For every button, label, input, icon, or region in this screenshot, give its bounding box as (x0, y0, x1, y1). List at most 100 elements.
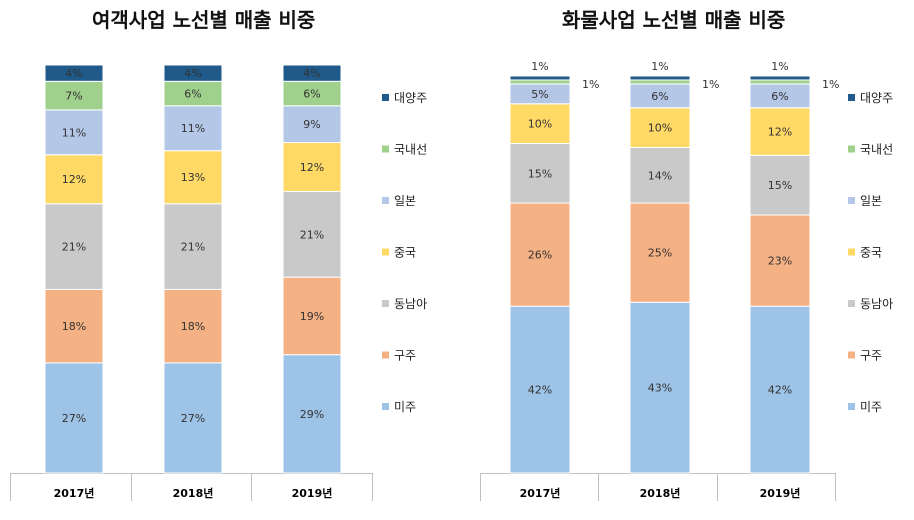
cargo-data-label: 26% (528, 249, 552, 262)
passenger-bar-segment (282, 354, 342, 474)
cargo-data-label: 12% (768, 126, 792, 139)
cargo-data-label: 25% (648, 247, 672, 260)
cargo-bar-segment (629, 79, 691, 85)
cargo-bar-segment (629, 301, 691, 474)
passenger-chart-panel: 여객사업 노선별 매출 비중 27% 18% 21% 12% 11% 7% 4% 2017년 2… (0, 0, 450, 520)
passenger-data-label: 4% (65, 67, 82, 80)
cargo-data-label: 1% (531, 60, 548, 73)
cargo-bar-segment (509, 79, 571, 85)
cargo-legend-swatch (848, 300, 855, 307)
passenger-legend-label: 국내선 (394, 143, 427, 157)
passenger-data-label: 27% (181, 412, 205, 425)
cargo-legend-label: 대양주 (860, 91, 893, 105)
cargo-category-label: 2018년 (640, 486, 681, 500)
cargo-data-label: 23% (768, 255, 792, 268)
passenger-bar-segment (44, 64, 104, 82)
cargo-legend-swatch (848, 403, 855, 410)
cargo-data-label: 5% (531, 88, 548, 101)
cargo-bar-segment (629, 75, 691, 81)
passenger-data-label: 21% (181, 241, 205, 254)
cargo-legend-swatch (848, 351, 855, 359)
cargo-category-label: 2017년 (520, 486, 561, 500)
passenger-data-label: 4% (303, 67, 320, 80)
cargo-data-label: 1% (822, 78, 839, 91)
cargo-category-label: 2019년 (760, 486, 801, 500)
passenger-data-label: 21% (300, 228, 324, 241)
passenger-legend-swatch (382, 94, 389, 101)
cargo-bar-segment (749, 154, 811, 216)
cargo-data-label: 10% (528, 118, 552, 131)
cargo-data-label: 15% (528, 167, 552, 180)
passenger-data-label: 7% (65, 90, 82, 103)
passenger-bar-segment (44, 154, 104, 205)
passenger-chart-title: 여객사업 노선별 매출 비중 (92, 8, 316, 32)
passenger-legend-swatch (382, 197, 389, 204)
passenger-bar-segment (163, 80, 223, 107)
cargo-legend-swatch (848, 248, 855, 256)
cargo-legend-swatch (848, 94, 855, 101)
cargo-bar-segment (629, 107, 691, 148)
cargo-legend-label: 동남아 (860, 297, 893, 311)
cargo-legend-label: 구주 (860, 349, 882, 363)
cargo-legend-label: 중국 (860, 246, 882, 260)
passenger-data-label: 27% (62, 412, 86, 425)
passenger-data-label: 12% (300, 161, 324, 174)
cargo-legend-swatch (848, 197, 855, 204)
cargo-data-label: 1% (771, 60, 788, 73)
cargo-data-label: 6% (651, 90, 668, 103)
passenger-legend-swatch (382, 351, 389, 359)
passenger-data-label: 4% (184, 67, 201, 80)
passenger-bar-segment (282, 105, 342, 144)
cargo-data-label: 42% (768, 384, 792, 397)
cargo-legend-label: 일본 (860, 194, 882, 208)
passenger-legend-label: 구주 (394, 349, 416, 363)
cargo-chart: 42% 26% 15% 10% 5% 1% 1% 2017년 43% 25% 14% 10% 6% 1% 1… (480, 60, 893, 501)
passenger-legend-swatch (382, 403, 389, 410)
passenger-legend-swatch (382, 248, 389, 256)
passenger-legend-swatch (382, 300, 389, 307)
passenger-bar-segment (282, 190, 342, 278)
passenger-data-label: 18% (62, 320, 86, 333)
passenger-data-label: 19% (300, 310, 324, 323)
cargo-bar-segment (749, 75, 811, 81)
passenger-data-label: 11% (181, 122, 205, 135)
passenger-bar-segment (282, 142, 342, 192)
cargo-data-label: 1% (582, 78, 599, 91)
passenger-legend-swatch (382, 145, 389, 153)
passenger-chart: 27% 18% 21% 12% 11% 7% 4% 2017년 27% 18% 21% 13% 11% 6… (10, 64, 427, 501)
passenger-bar-segment (282, 80, 342, 107)
passenger-bar-segment (163, 150, 223, 205)
passenger-data-label: 13% (181, 171, 205, 184)
passenger-bar-segment (163, 105, 223, 152)
cargo-data-label: 42% (528, 384, 552, 397)
cargo-bar-segment (509, 202, 571, 307)
passenger-data-label: 18% (181, 320, 205, 333)
passenger-bar-segment (44, 109, 104, 156)
cargo-data-label: 15% (768, 179, 792, 192)
cargo-data-label: 6% (771, 90, 788, 103)
passenger-legend-label: 중국 (394, 246, 416, 260)
passenger-data-label: 12% (62, 173, 86, 186)
passenger-data-label: 6% (303, 88, 320, 101)
passenger-legend-label: 미주 (394, 400, 416, 414)
passenger-bar-segment (282, 64, 342, 82)
cargo-bar-segment (749, 305, 811, 474)
cargo-bar-segment (749, 107, 811, 156)
cargo-bar-segment (509, 75, 571, 81)
cargo-chart-title: 화물사업 노선별 매출 비중 (562, 8, 786, 32)
passenger-bar-segment (163, 64, 223, 82)
cargo-data-label: 1% (651, 60, 668, 73)
cargo-data-label: 14% (648, 169, 672, 182)
passenger-bar-segment (163, 203, 223, 290)
passenger-bar-segment (44, 203, 104, 290)
passenger-legend-label: 대양주 (394, 91, 427, 105)
passenger-data-label: 21% (62, 241, 86, 254)
passenger-bar-segment (44, 288, 104, 364)
cargo-chart-panel: 화물사업 노선별 매출 비중 42% 26% 15% 10% 5% 1% 1% 2017년 43… (460, 0, 914, 520)
cargo-legend-label: 미주 (860, 400, 882, 414)
cargo-data-label: 1% (702, 78, 719, 91)
passenger-data-label: 9% (303, 118, 320, 131)
cargo-bar-segment (749, 214, 811, 307)
passenger-data-label: 6% (184, 88, 201, 101)
passenger-bar-segment (44, 362, 104, 474)
